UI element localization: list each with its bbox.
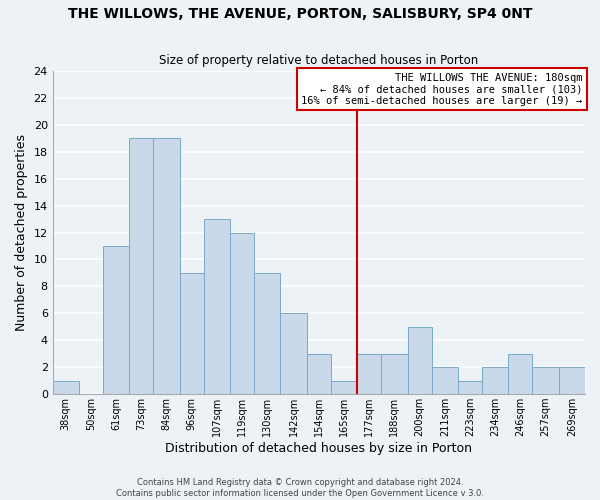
- Bar: [254, 273, 280, 394]
- Bar: [482, 367, 508, 394]
- Text: THE WILLOWS THE AVENUE: 180sqm
← 84% of detached houses are smaller (103)
16% of: THE WILLOWS THE AVENUE: 180sqm ← 84% of …: [301, 72, 583, 106]
- Text: THE WILLOWS, THE AVENUE, PORTON, SALISBURY, SP4 0NT: THE WILLOWS, THE AVENUE, PORTON, SALISBU…: [68, 8, 532, 22]
- Title: Size of property relative to detached houses in Porton: Size of property relative to detached ho…: [159, 54, 478, 67]
- Bar: [532, 367, 559, 394]
- Bar: [53, 380, 79, 394]
- Bar: [230, 232, 254, 394]
- Bar: [381, 354, 407, 394]
- Bar: [204, 219, 230, 394]
- Bar: [357, 354, 381, 394]
- Bar: [130, 138, 154, 394]
- Bar: [407, 327, 431, 394]
- Y-axis label: Number of detached properties: Number of detached properties: [15, 134, 28, 331]
- Bar: [307, 354, 331, 394]
- Bar: [458, 380, 482, 394]
- Bar: [559, 367, 585, 394]
- Bar: [180, 273, 204, 394]
- Bar: [154, 138, 180, 394]
- Bar: [431, 367, 458, 394]
- Text: Contains HM Land Registry data © Crown copyright and database right 2024.
Contai: Contains HM Land Registry data © Crown c…: [116, 478, 484, 498]
- Bar: [508, 354, 532, 394]
- Bar: [280, 314, 307, 394]
- Bar: [103, 246, 130, 394]
- X-axis label: Distribution of detached houses by size in Porton: Distribution of detached houses by size …: [166, 442, 472, 455]
- Bar: [331, 380, 357, 394]
